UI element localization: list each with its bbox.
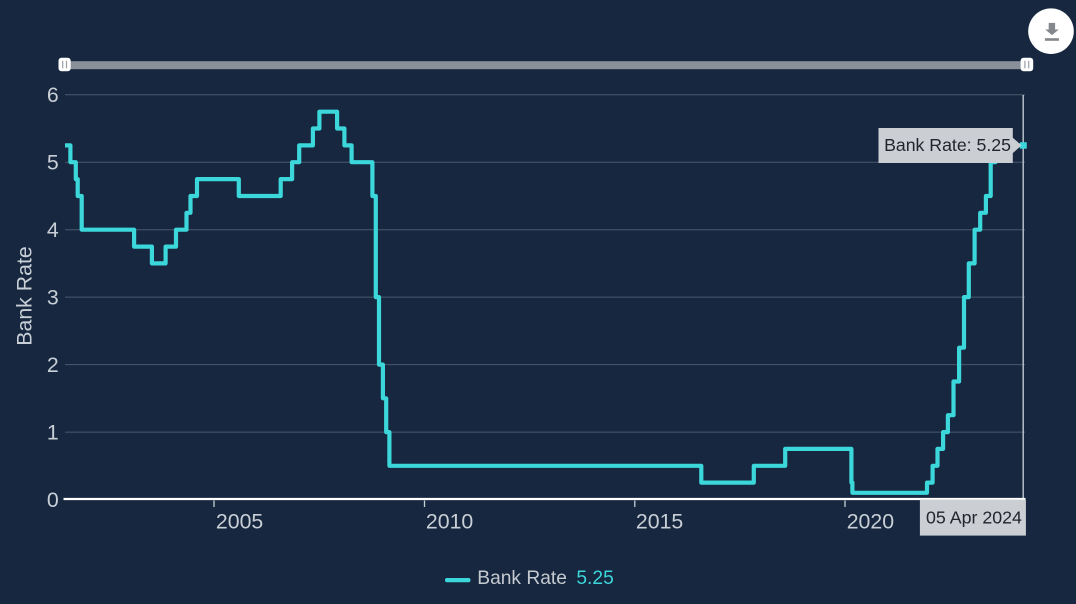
svg-text:2010: 2010 <box>426 510 474 534</box>
svg-text:5.25: 5.25 <box>576 568 613 589</box>
svg-text:2: 2 <box>47 353 59 377</box>
svg-text:0: 0 <box>47 488 59 512</box>
svg-text:Bank Rate: Bank Rate <box>12 246 36 345</box>
svg-text:2015: 2015 <box>636 510 683 534</box>
svg-text:2005: 2005 <box>216 510 263 534</box>
svg-text:4: 4 <box>47 218 59 242</box>
svg-text:05 Apr 2024: 05 Apr 2024 <box>926 508 1022 528</box>
svg-text:5: 5 <box>47 151 59 175</box>
svg-text:Bank Rate: Bank Rate <box>477 568 567 589</box>
svg-text:1: 1 <box>47 420 59 444</box>
svg-text:3: 3 <box>47 285 59 309</box>
svg-text:2020: 2020 <box>847 510 895 534</box>
svg-text:6: 6 <box>47 83 59 107</box>
svg-text:Bank Rate: 5.25: Bank Rate: 5.25 <box>884 135 1011 155</box>
